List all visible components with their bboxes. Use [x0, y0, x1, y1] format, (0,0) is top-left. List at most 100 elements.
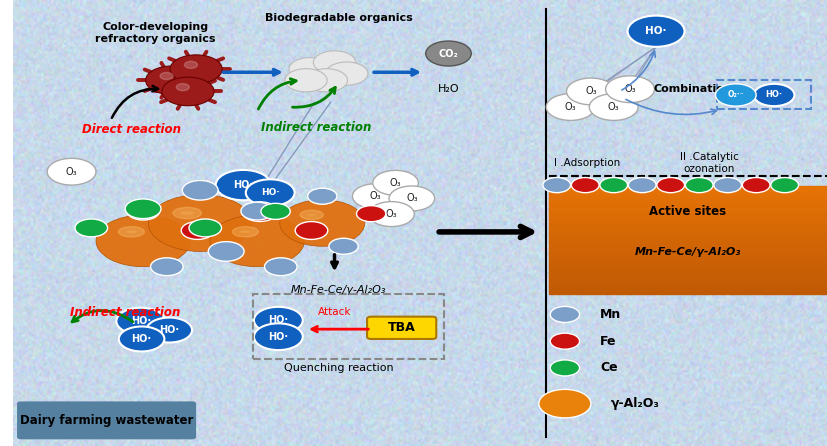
Bar: [548, 226, 827, 230]
Circle shape: [308, 188, 337, 204]
Text: O₃: O₃: [586, 87, 597, 96]
Ellipse shape: [232, 227, 258, 237]
Bar: [548, 190, 827, 194]
Ellipse shape: [118, 227, 145, 237]
Text: HO·: HO·: [160, 325, 179, 335]
Circle shape: [261, 203, 290, 219]
Bar: [548, 236, 827, 241]
Ellipse shape: [127, 231, 136, 232]
Circle shape: [657, 178, 685, 193]
Circle shape: [356, 206, 386, 222]
Text: O₃: O₃: [370, 191, 381, 201]
Circle shape: [254, 323, 303, 350]
Circle shape: [151, 258, 183, 276]
Circle shape: [546, 94, 595, 120]
Text: CO₂: CO₂: [438, 49, 458, 58]
Circle shape: [329, 238, 358, 254]
Circle shape: [686, 178, 713, 193]
Text: HO·: HO·: [268, 332, 289, 342]
Circle shape: [117, 308, 165, 334]
Ellipse shape: [173, 207, 202, 219]
Circle shape: [280, 200, 365, 246]
Text: HO·: HO·: [131, 334, 151, 344]
Text: Ce: Ce: [600, 361, 618, 375]
Bar: [548, 197, 827, 202]
Circle shape: [326, 62, 368, 85]
Circle shape: [216, 170, 271, 200]
Bar: [548, 204, 827, 209]
Text: II .Catalytic
ozonation: II .Catalytic ozonation: [680, 152, 739, 173]
Bar: [548, 258, 827, 262]
Circle shape: [125, 199, 161, 219]
Bar: [548, 186, 827, 191]
Circle shape: [629, 178, 656, 193]
Circle shape: [753, 84, 795, 106]
Bar: [548, 265, 827, 269]
Circle shape: [170, 55, 222, 83]
Text: I .Adsorption: I .Adsorption: [554, 158, 620, 168]
Circle shape: [162, 77, 214, 106]
Circle shape: [210, 215, 304, 267]
Text: O₃: O₃: [390, 178, 401, 188]
Text: H₂O: H₂O: [437, 84, 459, 94]
Text: Combination: Combination: [653, 84, 732, 94]
Bar: [548, 268, 827, 273]
Bar: [548, 215, 827, 219]
Circle shape: [96, 215, 190, 267]
Text: Active sites: Active sites: [649, 205, 726, 219]
Bar: [548, 211, 827, 216]
Circle shape: [715, 84, 756, 106]
Bar: [548, 233, 827, 237]
Circle shape: [160, 72, 173, 79]
Circle shape: [146, 66, 198, 95]
Circle shape: [369, 202, 414, 227]
Bar: [548, 276, 827, 280]
Text: Indirect reaction: Indirect reaction: [70, 306, 180, 319]
Circle shape: [550, 360, 580, 376]
Circle shape: [146, 318, 192, 343]
Circle shape: [566, 78, 615, 105]
Text: Biodegradable organics: Biodegradable organics: [265, 13, 413, 23]
Text: Quenching reaction: Quenching reaction: [284, 363, 394, 373]
Circle shape: [119, 326, 165, 351]
Bar: [548, 201, 827, 205]
Text: Direct reaction: Direct reaction: [82, 123, 181, 136]
Text: Color-developing
refractory organics: Color-developing refractory organics: [95, 22, 216, 44]
Text: O₂·⁻: O₂·⁻: [728, 91, 744, 99]
Text: O₃: O₃: [406, 194, 418, 203]
Circle shape: [184, 61, 198, 68]
Circle shape: [313, 51, 356, 74]
Circle shape: [628, 16, 685, 47]
Circle shape: [208, 242, 244, 261]
Text: Indirect reaction: Indirect reaction: [261, 120, 371, 134]
Circle shape: [771, 178, 799, 193]
Circle shape: [242, 202, 278, 221]
Circle shape: [605, 76, 654, 103]
Text: Mn-Fe-Ce/γ-Al₂O₃: Mn-Fe-Ce/γ-Al₂O₃: [634, 247, 741, 257]
Circle shape: [600, 178, 628, 193]
Circle shape: [389, 186, 435, 211]
Text: O₃: O₃: [624, 84, 636, 94]
Circle shape: [47, 158, 96, 185]
Circle shape: [305, 69, 347, 92]
Text: O₃: O₃: [66, 167, 78, 177]
Circle shape: [181, 222, 214, 240]
FancyBboxPatch shape: [17, 401, 196, 439]
Text: Mn-Fe-Ce/γ-Al₂O₃: Mn-Fe-Ce/γ-Al₂O₃: [291, 285, 386, 295]
Circle shape: [543, 178, 571, 193]
Circle shape: [254, 307, 303, 334]
Circle shape: [241, 202, 274, 220]
Circle shape: [265, 258, 297, 276]
Text: HO·: HO·: [268, 315, 289, 325]
Bar: [548, 251, 827, 255]
Circle shape: [571, 178, 599, 193]
Text: TBA: TBA: [388, 321, 415, 334]
Bar: [548, 240, 827, 244]
Bar: [548, 229, 827, 234]
Bar: [548, 279, 827, 284]
Text: Dairy farming wastewater: Dairy farming wastewater: [20, 414, 194, 427]
Circle shape: [426, 41, 471, 66]
Text: O₃: O₃: [385, 209, 397, 219]
Bar: [548, 272, 827, 277]
Circle shape: [182, 181, 218, 200]
